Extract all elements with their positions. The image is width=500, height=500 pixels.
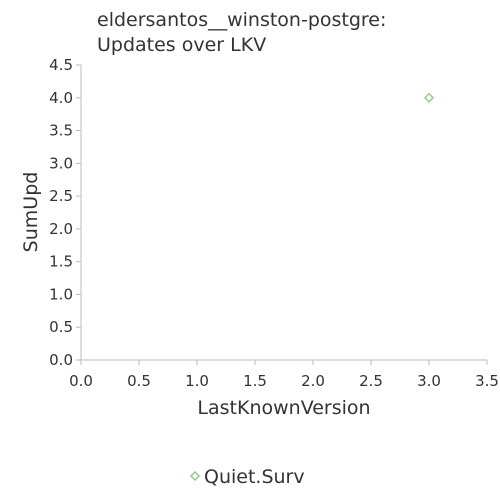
y-tick-label: 1.0 bbox=[49, 285, 73, 303]
data-point bbox=[423, 92, 435, 103]
legend: Quiet.Surv bbox=[189, 466, 305, 488]
y-tick-label: 2.0 bbox=[49, 220, 73, 238]
y-axis-ticks: 0.0 0.5 1.0 1.5 2.0 2.5 3.0 3.5 4.0 4.5 bbox=[49, 56, 81, 369]
chart-title-line-2: Updates over LKV bbox=[97, 34, 266, 56]
y-tick-label: 1.5 bbox=[49, 253, 73, 271]
y-axis-label: SumUpd bbox=[20, 172, 42, 253]
legend-label: Quiet.Surv bbox=[204, 466, 305, 488]
y-tick-label: 3.0 bbox=[49, 154, 73, 172]
x-tick-label: 3.0 bbox=[417, 372, 441, 390]
legend-marker-diamond bbox=[189, 470, 201, 482]
x-tick-label: 3.5 bbox=[475, 372, 499, 390]
y-tick-label: 3.5 bbox=[49, 122, 73, 140]
y-tick-label: 0.5 bbox=[49, 318, 73, 336]
x-axis-ticks: 0.0 0.5 1.0 1.5 2.0 2.5 3.0 3.5 bbox=[69, 360, 499, 390]
chart-title-line-1: eldersantos__winston-postgre: bbox=[97, 9, 386, 31]
x-tick-label: 0.5 bbox=[127, 372, 151, 390]
y-tick-label: 2.5 bbox=[49, 187, 73, 205]
x-tick-label: 2.5 bbox=[359, 372, 383, 390]
x-axis-label: LastKnownVersion bbox=[197, 397, 370, 419]
y-tick-label: 4.0 bbox=[49, 89, 73, 107]
x-tick-label: 2.0 bbox=[301, 372, 325, 390]
x-tick-label: 1.0 bbox=[185, 372, 209, 390]
x-tick-label: 0.0 bbox=[69, 372, 93, 390]
y-tick-label: 4.5 bbox=[49, 56, 73, 74]
data-points bbox=[423, 92, 435, 103]
x-tick-label: 1.5 bbox=[243, 372, 267, 390]
y-tick-label: 0.0 bbox=[49, 351, 73, 369]
